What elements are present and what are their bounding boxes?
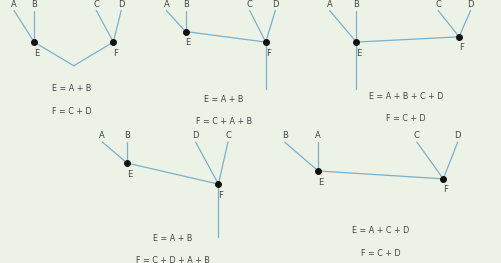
Text: B: B (31, 0, 37, 9)
Text: F = C + D: F = C + D (52, 107, 91, 115)
Text: E = A + C + D: E = A + C + D (352, 226, 409, 235)
Text: F = C + A + B: F = C + A + B (196, 117, 252, 126)
Text: F: F (459, 43, 464, 52)
Text: D: D (467, 0, 474, 9)
Text: E = A + B + C + D: E = A + B + C + D (369, 92, 443, 101)
Text: C: C (435, 0, 441, 9)
Text: F: F (266, 49, 271, 58)
Text: F = C + D + A + B: F = C + D + A + B (136, 256, 210, 263)
Text: E = A + B: E = A + B (52, 84, 91, 93)
Text: B: B (183, 0, 188, 9)
Text: A: A (327, 0, 333, 9)
Text: E: E (185, 38, 191, 47)
Text: A: A (11, 0, 17, 9)
Text: F: F (218, 191, 223, 200)
Text: D: D (192, 132, 199, 140)
Text: D: D (118, 0, 124, 9)
Text: E: E (318, 178, 324, 186)
Text: B: B (353, 0, 359, 9)
Text: C: C (247, 0, 253, 9)
Text: E: E (356, 49, 362, 58)
Text: E = A + B: E = A + B (204, 95, 243, 104)
Text: E = A + B: E = A + B (153, 234, 192, 243)
Text: E: E (127, 170, 132, 179)
Text: D: D (272, 0, 279, 9)
Text: B: B (282, 132, 288, 140)
Text: A: A (99, 132, 105, 140)
Text: D: D (454, 132, 461, 140)
Text: F = C + D: F = C + D (386, 114, 426, 123)
Text: B: B (124, 132, 130, 140)
Text: C: C (414, 132, 420, 140)
Text: C: C (225, 132, 231, 140)
Text: F: F (113, 49, 118, 58)
Text: F: F (443, 185, 448, 194)
Text: A: A (315, 132, 321, 140)
Text: F = C + D: F = C + D (361, 249, 401, 257)
Text: C: C (93, 0, 99, 9)
Text: E: E (34, 49, 40, 58)
Text: A: A (163, 0, 169, 9)
